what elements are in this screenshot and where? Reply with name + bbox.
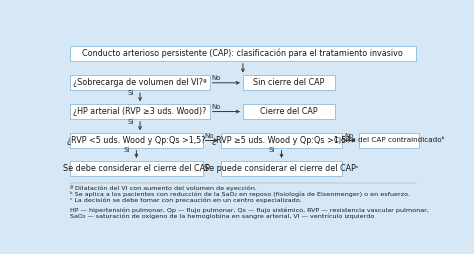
Text: ¿RVP ≥5 uds. Wood y Qp:Qs >1,5?: ¿RVP ≥5 uds. Wood y Qp:Qs >1,5? (212, 136, 351, 145)
Text: Sí: Sí (127, 90, 134, 96)
Text: ᶜ La decisión se debe tomar con precaución en un centro especializado.: ᶜ La decisión se debe tomar con precauci… (70, 198, 302, 203)
Text: Se puede considerar el cierre del CAPᶜ: Se puede considerar el cierre del CAPᶜ (204, 164, 359, 173)
FancyBboxPatch shape (221, 161, 342, 176)
Text: ¿HP arterial (RVP ≥3 uds. Wood)?: ¿HP arterial (RVP ≥3 uds. Wood)? (73, 107, 207, 116)
FancyBboxPatch shape (243, 75, 335, 90)
Text: Sin cierre del CAP: Sin cierre del CAP (253, 78, 325, 87)
Text: Cierre del CAP: Cierre del CAP (260, 107, 318, 116)
FancyBboxPatch shape (70, 104, 210, 119)
FancyBboxPatch shape (243, 104, 335, 119)
Text: No: No (344, 133, 354, 139)
Text: Sí: Sí (127, 119, 134, 125)
FancyBboxPatch shape (70, 161, 202, 176)
Text: No: No (204, 133, 214, 139)
Text: Sí: Sí (124, 147, 130, 153)
Text: HP — hipertensión pulmonar, Qp — flujo pulmonar, Qs — flujo sistémico, RVP — res: HP — hipertensión pulmonar, Qp — flujo p… (70, 207, 429, 213)
FancyBboxPatch shape (359, 133, 419, 148)
Text: Sí: Sí (269, 147, 275, 153)
Text: No: No (212, 75, 221, 82)
Text: ᵇ Se aplica a los pacientes con reducción de la SaO₂ en reposo (fisiología de Ei: ᵇ Se aplica a los pacientes con reducció… (70, 191, 410, 197)
Text: Conducto arterioso persistente (CAP): clasificación para el tratamiento invasivo: Conducto arterioso persistente (CAP): cl… (82, 49, 403, 58)
FancyBboxPatch shape (221, 133, 342, 148)
Text: Cierre del CAP contraindicadoᵇ: Cierre del CAP contraindicadoᵇ (334, 137, 444, 144)
FancyBboxPatch shape (70, 46, 416, 61)
Text: ª Dilatación del VI con aumento del volumen de eyección.: ª Dilatación del VI con aumento del volu… (70, 185, 257, 191)
Text: ¿RVP <5 uds. Wood y Qp:Qs >1,5?: ¿RVP <5 uds. Wood y Qp:Qs >1,5? (67, 136, 206, 145)
FancyBboxPatch shape (70, 75, 210, 90)
Text: No: No (212, 104, 221, 110)
Text: ¿Sobrecarga de volumen del VI?ª: ¿Sobrecarga de volumen del VI?ª (73, 78, 207, 87)
Text: Se debe considerar el cierre del CAP: Se debe considerar el cierre del CAP (63, 164, 210, 173)
Text: SaO₂ — saturación de oxígeno de la hemoglobina en sangre arterial, VI — ventrícu: SaO₂ — saturación de oxígeno de la hemog… (70, 214, 374, 219)
FancyBboxPatch shape (70, 133, 202, 148)
